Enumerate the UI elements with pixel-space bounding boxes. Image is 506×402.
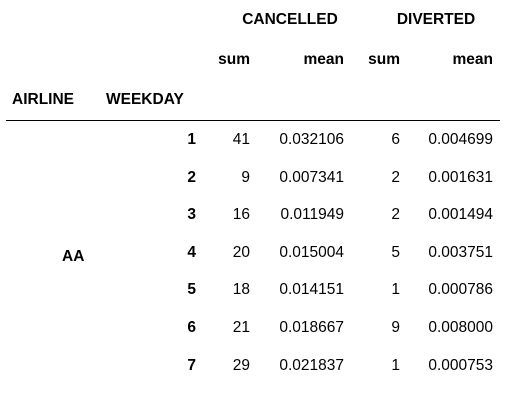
cancelled-sum-cell: 21: [232, 319, 250, 336]
column-header-diverted-mean: mean: [452, 51, 494, 68]
diverted-sum-cell: 9: [391, 319, 400, 336]
weekday-cell: 4: [187, 243, 196, 261]
cancelled-sum-cell: 41: [232, 131, 250, 148]
cancelled-sum-cell: 9: [241, 168, 250, 186]
table-row: [6, 347, 500, 384]
diverted-mean-cell: 0.000753: [428, 356, 493, 374]
weekday-cell: 2: [187, 168, 196, 186]
diverted-mean-cell: 0.004699: [428, 131, 493, 148]
weekday-cell: 1: [187, 131, 196, 148]
diverted-mean-cell: 0.000786: [428, 281, 493, 299]
index-value-airline: AA: [62, 248, 85, 265]
diverted-sum-cell: 1: [391, 356, 400, 374]
index-header-weekday: WEEKDAY: [106, 91, 184, 108]
table-row: [6, 197, 500, 234]
table-row: [6, 159, 500, 196]
cancelled-sum-cell: 20: [232, 243, 250, 261]
diverted-sum-cell: 2: [391, 206, 400, 224]
column-header-cancelled-sum: sum: [218, 51, 250, 68]
cancelled-sum-cell: 29: [232, 356, 250, 374]
weekday-cell: 3: [187, 206, 196, 224]
index-header-airline: AIRLINE: [12, 91, 74, 108]
diverted-mean-cell: 0.008000: [428, 319, 493, 336]
cancelled-sum-cell: 18: [232, 281, 250, 299]
cancelled-mean-cell: 0.021837: [279, 356, 344, 374]
header-divider: [6, 120, 500, 121]
diverted-sum-cell: 1: [391, 281, 400, 299]
diverted-sum-cell: 6: [391, 131, 400, 148]
weekday-cell: 7: [187, 356, 196, 374]
diverted-mean-cell: 0.001631: [428, 168, 493, 186]
diverted-mean-cell: 0.001494: [428, 206, 493, 224]
cancelled-mean-cell: 0.018667: [279, 319, 344, 336]
table-row: [6, 272, 500, 309]
cancelled-mean-cell: 0.007341: [279, 168, 344, 186]
column-group-diverted: DIVERTED: [396, 11, 476, 28]
table-row: [6, 310, 500, 346]
weekday-cell: 6: [187, 319, 196, 336]
cancelled-mean-cell: 0.032106: [279, 131, 344, 148]
diverted-sum-cell: 2: [391, 168, 400, 186]
diverted-sum-cell: 5: [391, 243, 400, 261]
cancelled-sum-cell: 16: [232, 206, 250, 224]
weekday-cell: 5: [187, 281, 196, 299]
column-group-cancelled: CANCELLED: [242, 11, 338, 28]
diverted-mean-cell: 0.003751: [428, 243, 493, 261]
column-header-cancelled-mean: mean: [303, 51, 345, 68]
cancelled-mean-cell: 0.014151: [279, 281, 344, 299]
column-header-diverted-sum: sum: [368, 51, 400, 68]
table-row: [6, 122, 500, 158]
table-row: [6, 234, 500, 271]
cancelled-mean-cell: 0.015004: [279, 243, 344, 261]
cancelled-mean-cell: 0.011949: [280, 206, 345, 224]
